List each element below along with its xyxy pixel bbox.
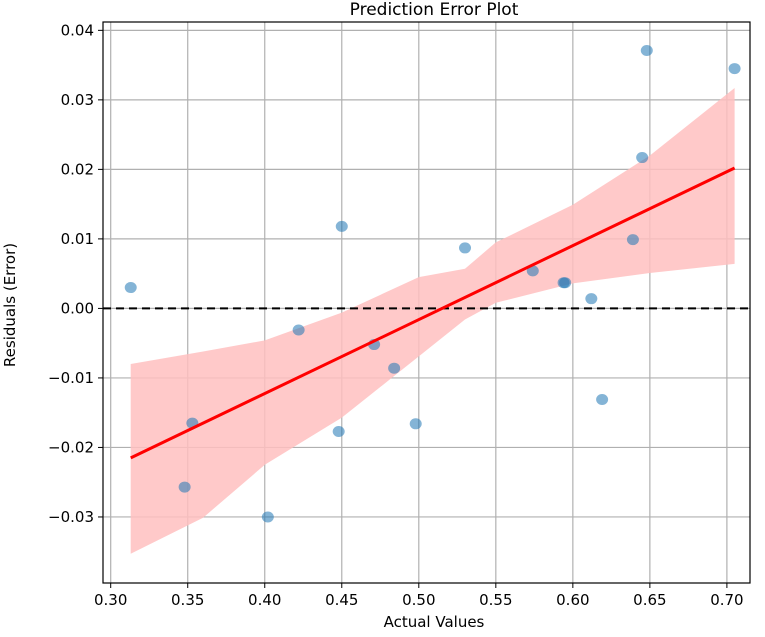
scatter-point [261, 511, 274, 523]
scatter-point [292, 324, 305, 336]
x-tick-label: 0.65 [633, 591, 666, 609]
x-tick-label: 0.70 [710, 591, 743, 609]
scatter-point [526, 265, 539, 277]
scatter-point [332, 425, 345, 437]
x-tick-label: 0.55 [479, 591, 512, 609]
y-tick-label: −0.02 [48, 438, 94, 456]
scatter-point [626, 234, 639, 246]
y-tick-label: 0.00 [61, 299, 94, 317]
x-tick-label: 0.40 [248, 591, 281, 609]
scatter-point [335, 220, 348, 232]
x-axis-title: Actual Values [384, 613, 485, 631]
x-tick-label: 0.35 [171, 591, 204, 609]
confidence-band [130, 88, 735, 554]
y-tick-label: 0.02 [61, 160, 94, 178]
scatter-point [459, 242, 472, 254]
regression-line [130, 166, 736, 460]
y-tick-label: 0.04 [61, 21, 94, 39]
scatter-point [178, 481, 191, 493]
scatter-point [636, 152, 649, 164]
plot-area: 0.30 0.35 0.40 0.45 0.50 0.55 0.60 0.65 0.70 −0.0… [48, 21, 751, 609]
scatter-point [640, 45, 653, 57]
x-tick-label: 0.45 [325, 591, 358, 609]
scatter-point [388, 362, 401, 374]
y-tick-label: −0.01 [48, 369, 94, 387]
scatter-point [559, 277, 572, 289]
scatter-point [409, 418, 422, 430]
y-axis-title: Residuals (Error) [1, 243, 19, 367]
scatter-point [596, 393, 609, 405]
chart-title: Prediction Error Plot [350, 0, 519, 20]
plot-frame [102, 21, 751, 584]
scatter-point [728, 63, 741, 75]
y-tick-label: 0.01 [61, 230, 94, 248]
scatter-point [124, 282, 137, 294]
y-tick-label: 0.03 [61, 91, 94, 109]
x-tick-label: 0.30 [94, 591, 127, 609]
x-tick-label: 0.50 [402, 591, 435, 609]
x-tick-label: 0.60 [556, 591, 589, 609]
y-tick-label: −0.03 [48, 508, 94, 526]
scatter-point [585, 293, 598, 305]
